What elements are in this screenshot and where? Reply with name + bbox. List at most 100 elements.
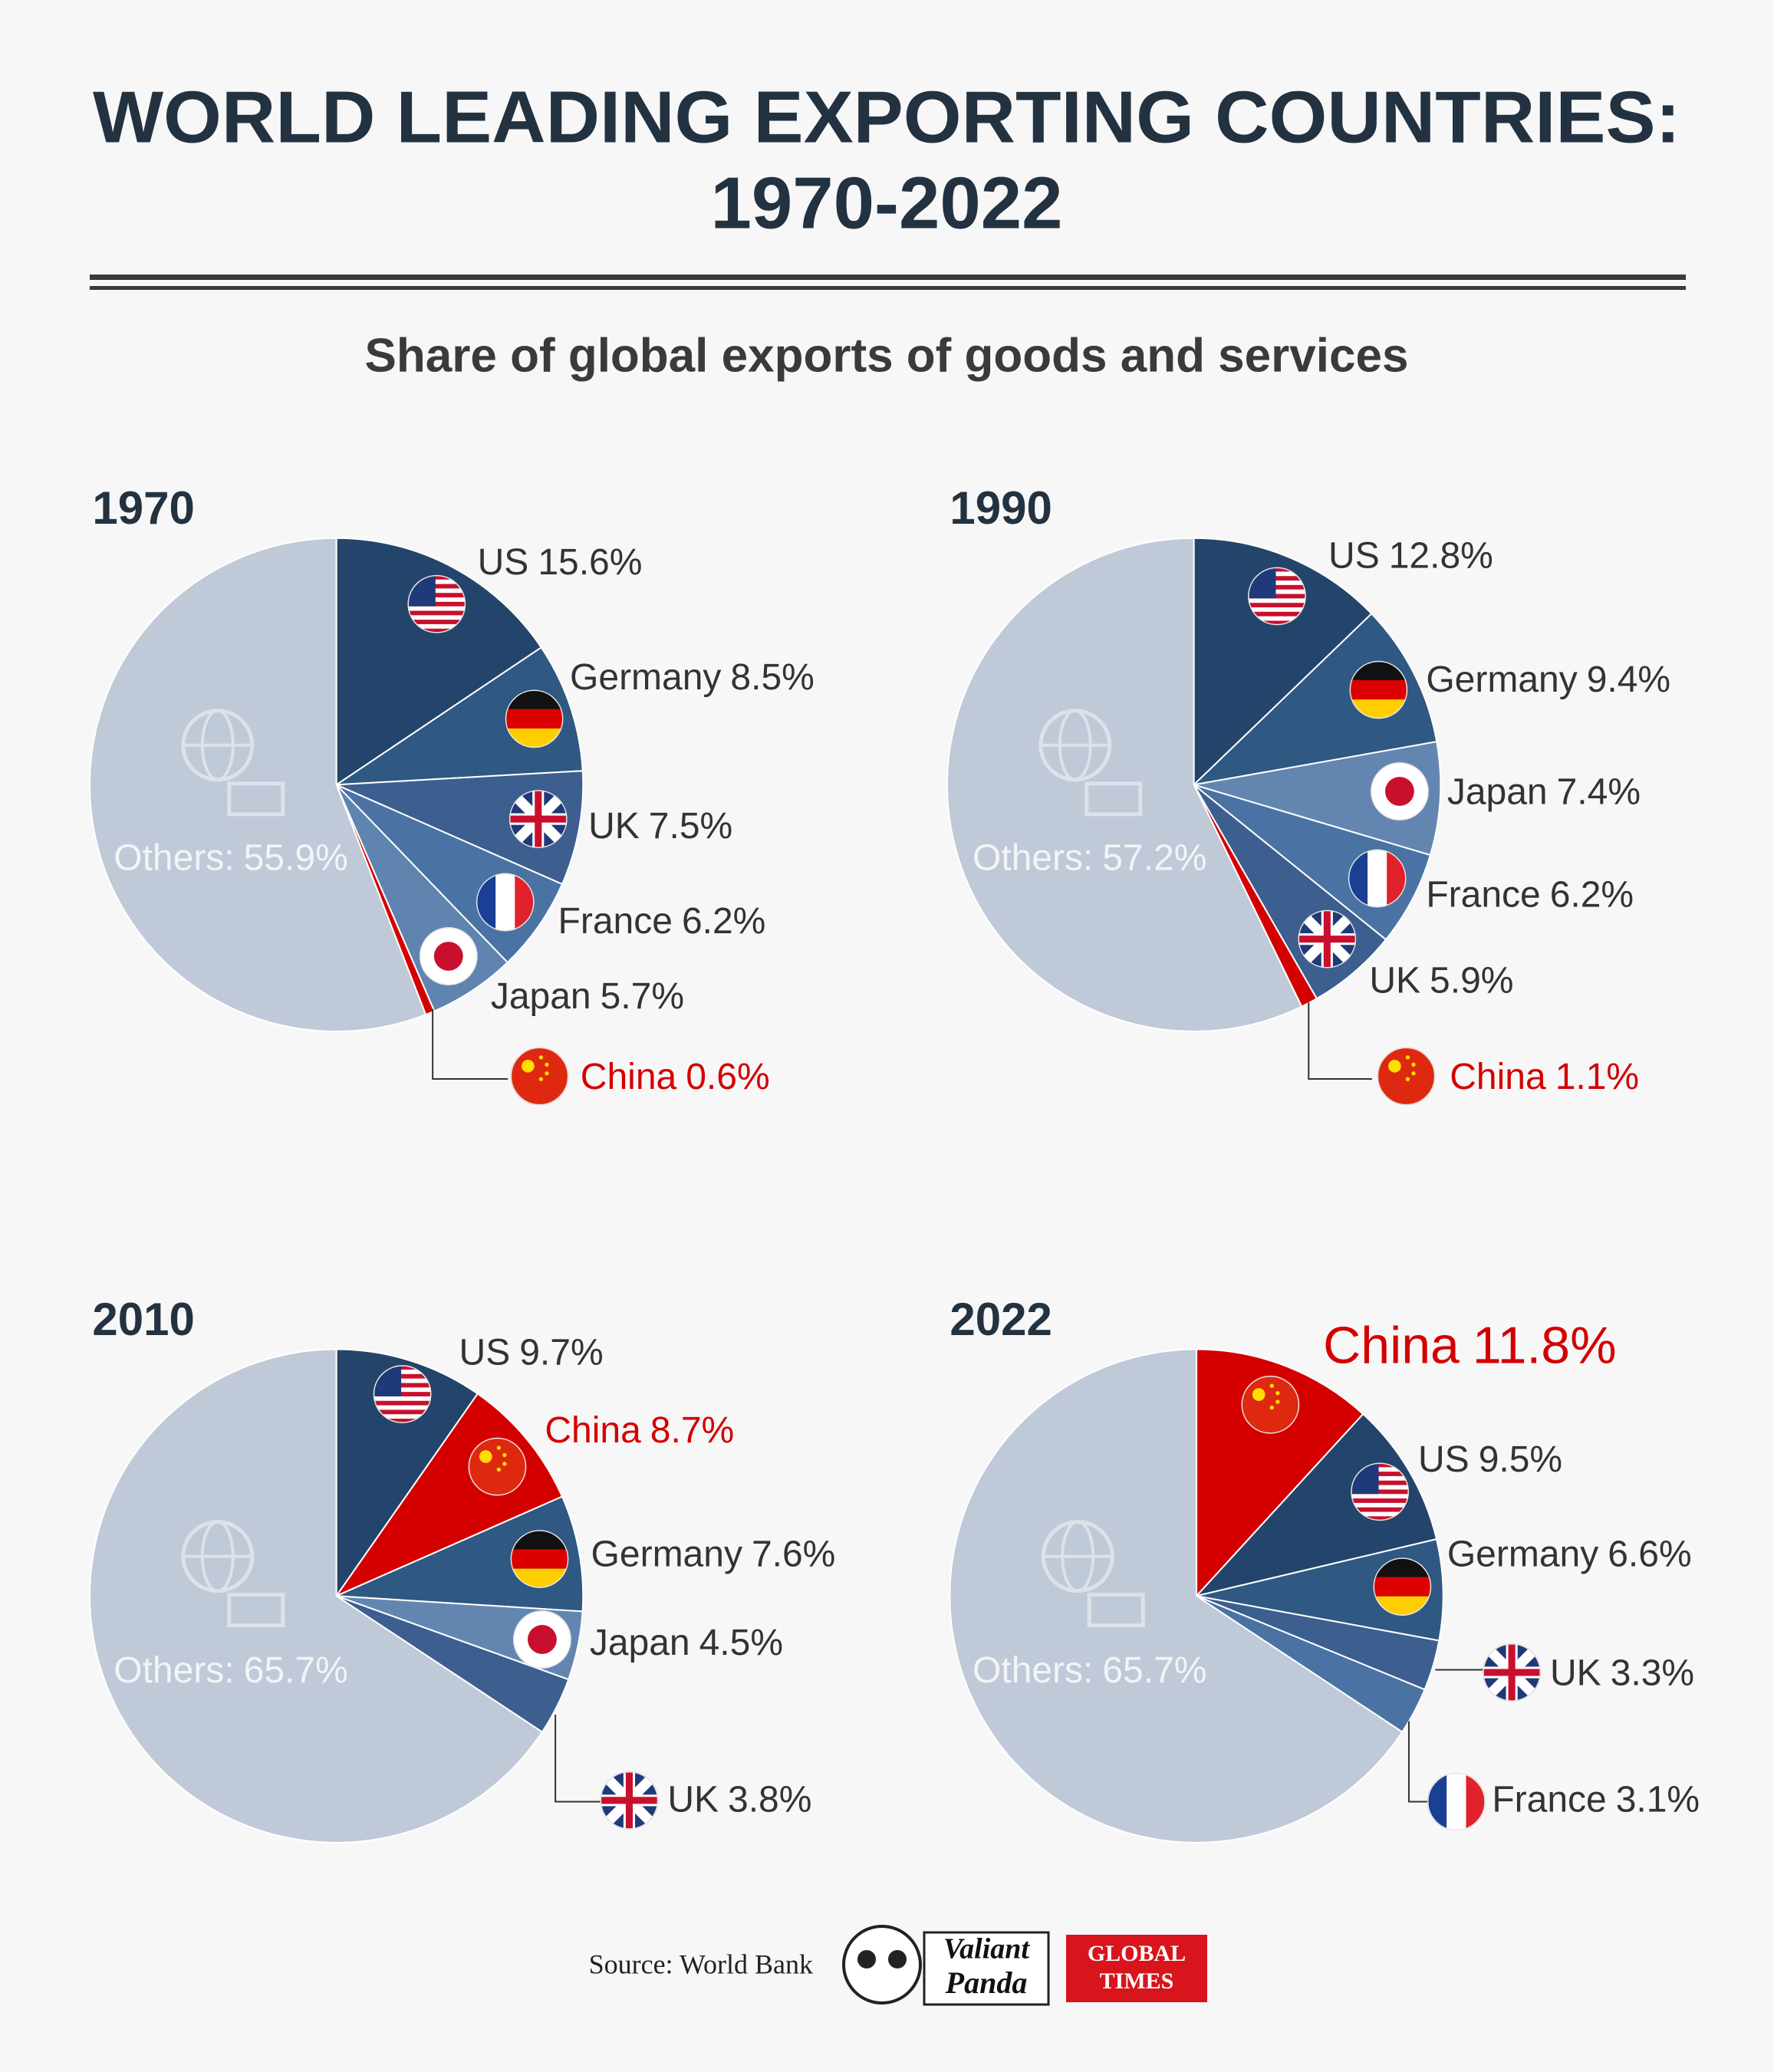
category-label: US bbox=[1328, 535, 1380, 576]
data-label: UK 5.9% bbox=[1369, 960, 1513, 1001]
data-label: US 9.5% bbox=[1418, 1439, 1562, 1479]
pie-slice bbox=[336, 1495, 584, 1613]
data-label: China 11.8% bbox=[1323, 1317, 1616, 1375]
category-label: Germany bbox=[570, 656, 721, 697]
value-label: 3.8% bbox=[728, 1779, 811, 1820]
category-label: China bbox=[1450, 1057, 1546, 1097]
pie-slice bbox=[334, 646, 584, 786]
data-label: China 1.1% bbox=[1450, 1057, 1639, 1097]
value-label: 5.9% bbox=[1430, 960, 1513, 1001]
data-label: US 9.7% bbox=[459, 1332, 604, 1373]
category-label: UK bbox=[1369, 960, 1420, 1001]
category-label: UK bbox=[588, 806, 640, 847]
data-label: Germany 9.4% bbox=[1426, 659, 1670, 700]
category-label: France bbox=[1426, 874, 1540, 915]
data-label: Germany 7.6% bbox=[591, 1534, 836, 1574]
flag-icon bbox=[600, 1771, 659, 1830]
flag-icon bbox=[1377, 1047, 1436, 1106]
value-label: 65.7% bbox=[1102, 1650, 1206, 1691]
value-label: 7.4% bbox=[1557, 771, 1641, 812]
category-label: Germany bbox=[591, 1534, 742, 1574]
flag-icon bbox=[513, 1610, 571, 1669]
category-label: Others: bbox=[114, 837, 234, 878]
chart-title: 2022 bbox=[950, 1294, 1052, 1345]
icon bbox=[227, 1593, 285, 1628]
data-label: France 6.2% bbox=[1426, 874, 1634, 915]
flag-icon bbox=[1427, 1772, 1486, 1831]
flag-icon bbox=[468, 1437, 527, 1496]
chart-title: 1990 bbox=[950, 482, 1052, 534]
category-label: US bbox=[459, 1332, 511, 1373]
source: Source: World Bank bbox=[589, 1949, 813, 1979]
value-label: 5.7% bbox=[601, 976, 684, 1017]
icon bbox=[227, 781, 285, 817]
category-label: Others: bbox=[114, 1650, 234, 1691]
data-label: China 0.6% bbox=[581, 1057, 770, 1097]
category-label: Others: bbox=[973, 1650, 1093, 1691]
data-label: Others: 65.7% bbox=[973, 1650, 1207, 1691]
value-label: 0.6% bbox=[686, 1057, 769, 1097]
value-label: 12.8% bbox=[1389, 535, 1493, 576]
category-label: China bbox=[581, 1057, 677, 1097]
flag-icon bbox=[509, 790, 568, 848]
leader-line bbox=[1308, 1002, 1372, 1080]
pie-slice bbox=[88, 1348, 544, 1843]
data-label: Germany 8.5% bbox=[570, 656, 815, 697]
flag-icon bbox=[1298, 909, 1357, 969]
data-label: Others: 65.7% bbox=[114, 1650, 348, 1691]
pie-slice bbox=[335, 1348, 479, 1599]
value-label: 9.4% bbox=[1587, 659, 1670, 700]
icon bbox=[1084, 781, 1143, 817]
category-label: US bbox=[478, 542, 529, 583]
value-label: 6.2% bbox=[682, 901, 765, 942]
data-label: US 12.8% bbox=[1328, 535, 1493, 576]
value-label: 8.7% bbox=[650, 1410, 734, 1451]
value-label: 8.5% bbox=[730, 656, 814, 697]
category-label: Others: bbox=[973, 837, 1093, 878]
data-label: China 8.7% bbox=[545, 1410, 734, 1451]
pie-slice bbox=[1196, 1348, 1364, 1598]
pie-slice bbox=[1194, 1413, 1438, 1597]
flag-icon bbox=[419, 927, 478, 985]
value-label: 7.5% bbox=[649, 806, 732, 847]
title-line: WORLD LEADING EXPORTING COUNTRIES: bbox=[93, 76, 1680, 158]
data-label: UK 7.5% bbox=[588, 806, 732, 847]
value-label: 9.7% bbox=[519, 1332, 603, 1373]
category-label: France bbox=[1492, 1779, 1606, 1820]
data-label: France 6.2% bbox=[558, 901, 766, 942]
category-label: China bbox=[545, 1410, 641, 1451]
logo-text: Valiant bbox=[943, 1933, 1030, 1965]
category-label: Germany bbox=[1447, 1534, 1598, 1574]
category-label: Japan bbox=[590, 1623, 690, 1663]
pie-slice bbox=[949, 1348, 1404, 1843]
logo-text: GLOBAL bbox=[1088, 1941, 1186, 1966]
chart-title: 2010 bbox=[92, 1294, 194, 1345]
flag-icon bbox=[1348, 849, 1407, 908]
value-label: 9.5% bbox=[1479, 1439, 1562, 1479]
flag-icon bbox=[1483, 1643, 1541, 1702]
value-label: 15.6% bbox=[538, 542, 642, 583]
flag-icon bbox=[1373, 1557, 1432, 1616]
logo-text: TIMES bbox=[1100, 1968, 1174, 1994]
rule bbox=[90, 286, 1686, 290]
flag-icon bbox=[373, 1365, 432, 1423]
chart-title: 1970 bbox=[92, 482, 194, 534]
value-label: 3.3% bbox=[1611, 1653, 1694, 1693]
flag-icon bbox=[407, 574, 466, 633]
category-label: Japan bbox=[1447, 771, 1548, 812]
leader-line bbox=[555, 1715, 601, 1803]
data-label: UK 3.3% bbox=[1550, 1653, 1694, 1693]
flag-icon bbox=[1351, 1462, 1409, 1521]
value-label: 11.8% bbox=[1473, 1317, 1617, 1375]
flag-icon bbox=[505, 689, 564, 748]
value-label: 55.9% bbox=[244, 837, 348, 878]
data-label: Japan 4.5% bbox=[590, 1623, 783, 1663]
logo-panda: Valiant Panda bbox=[842, 1925, 1050, 2006]
pie-slice bbox=[1191, 612, 1438, 786]
flag-icon bbox=[1371, 762, 1429, 821]
category-label: China bbox=[1323, 1317, 1460, 1375]
flag-icon bbox=[1241, 1375, 1300, 1434]
pie-slice bbox=[1193, 537, 1373, 787]
icon bbox=[1087, 1593, 1145, 1628]
